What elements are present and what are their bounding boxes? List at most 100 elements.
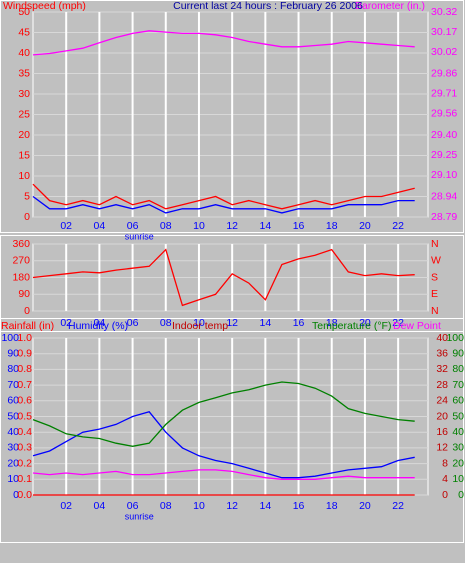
x-tick-label: 14: [260, 317, 272, 329]
y-tick-label: W: [431, 255, 441, 267]
x-tick-label: 16: [293, 317, 305, 329]
y-tick-label: 0.0: [17, 489, 32, 501]
y-tick-label: 50: [452, 410, 464, 422]
y-tick-label: 16: [436, 426, 448, 438]
y-tick-label: 15: [18, 149, 30, 161]
x-tick-label: 12: [226, 220, 238, 232]
annotation: sunrise: [125, 511, 154, 521]
y-tick-label: 0.1: [17, 473, 32, 485]
y-tick-label: 270: [12, 255, 30, 267]
y-tick-label: N: [431, 238, 439, 250]
y-tick-label: 29.86: [431, 67, 457, 79]
axis-title: Temperature (°F): [312, 320, 391, 332]
x-tick-label: 06: [127, 500, 139, 512]
x-tick-label: 08: [160, 317, 172, 329]
x-tick-label: 02: [60, 500, 72, 512]
y-tick-label: 30.17: [431, 26, 457, 38]
y-tick-label: 0: [24, 305, 30, 317]
y-tick-label: 8: [442, 457, 448, 469]
y-tick-label: 40: [18, 47, 30, 59]
y-tick-label: 40: [7, 426, 19, 438]
y-tick-label: 0: [442, 489, 448, 501]
x-tick-label: 14: [260, 500, 272, 512]
y-tick-label: 40: [436, 332, 448, 344]
y-tick-label: 0.5: [17, 410, 32, 422]
series-line: [32, 248, 415, 307]
axis-title: Rainfall (in): [1, 320, 54, 332]
y-tick-label: 100: [446, 332, 464, 344]
y-tick-label: 90: [7, 347, 19, 359]
series-line: [32, 469, 415, 480]
panel-frame: [0, 318, 464, 543]
x-tick-label: 18: [326, 500, 338, 512]
y-tick-label: 0: [13, 489, 19, 501]
x-tick-label: 10: [193, 317, 205, 329]
y-tick-label: 29.71: [431, 88, 457, 100]
y-tick-label: 80: [452, 363, 464, 375]
y-tick-label: 10: [7, 473, 19, 485]
y-tick-label: 0.6: [17, 395, 32, 407]
y-tick-label: 28.94: [431, 191, 457, 203]
x-tick-label: 10: [193, 500, 205, 512]
y-tick-label: 0: [458, 489, 464, 501]
y-tick-label: 70: [452, 379, 464, 391]
x-tick-label: 12: [226, 317, 238, 329]
x-tick-label: 22: [392, 500, 404, 512]
y-tick-label: 20: [7, 457, 19, 469]
y-tick-label: 60: [7, 395, 19, 407]
y-tick-label: 10: [452, 473, 464, 485]
x-tick-label: 20: [359, 220, 371, 232]
y-tick-label: 0.9: [17, 347, 32, 359]
y-tick-label: 30.32: [431, 6, 457, 18]
y-tick-label: 20: [436, 410, 448, 422]
axis-title: Windspeed (mph): [3, 0, 86, 12]
y-tick-label: 0.2: [17, 457, 32, 469]
x-tick-label: 14: [260, 220, 272, 232]
y-tick-label: 60: [452, 395, 464, 407]
x-tick-label: 12: [226, 500, 238, 512]
series-label: Dew Point: [393, 320, 441, 332]
y-tick-label: 30: [7, 442, 19, 454]
y-tick-label: 50: [7, 410, 19, 422]
x-tick-label: 02: [60, 220, 72, 232]
y-tick-label: 20: [452, 457, 464, 469]
series-line: [32, 195, 415, 214]
y-tick-label: N: [431, 305, 439, 317]
x-tick-label: 06: [127, 317, 139, 329]
x-tick-label: 10: [193, 220, 205, 232]
y-tick-label: 29.25: [431, 149, 457, 161]
series-line: [32, 381, 415, 447]
series-line: [32, 411, 415, 479]
y-tick-label: 10: [18, 170, 30, 182]
y-tick-label: 100: [1, 332, 19, 344]
y-tick-label: 90: [18, 288, 30, 300]
x-tick-label: 08: [160, 500, 172, 512]
y-tick-label: 45: [18, 26, 30, 38]
y-tick-label: E: [431, 288, 438, 300]
x-tick-label: 22: [392, 317, 404, 329]
y-tick-label: 24: [436, 395, 448, 407]
panel-frame: [0, 0, 464, 233]
y-tick-label: 28: [436, 379, 448, 391]
y-tick-label: 0.8: [17, 363, 32, 375]
series-line: [32, 183, 415, 210]
x-tick-label: 18: [326, 220, 338, 232]
y-tick-label: 50: [18, 6, 30, 18]
y-tick-label: 29.10: [431, 169, 457, 181]
series-line: [32, 30, 415, 56]
annotation: sunrise: [125, 231, 154, 241]
x-tick-label: 04: [94, 317, 106, 329]
y-tick-label: 0.4: [17, 426, 32, 438]
y-tick-label: 30: [18, 88, 30, 100]
y-tick-label: S: [431, 271, 438, 283]
x-tick-label: 08: [160, 220, 172, 232]
y-tick-label: 5: [24, 190, 30, 202]
x-tick-label: 06: [127, 220, 139, 232]
axis-title: Barometer (in.): [355, 0, 425, 12]
y-tick-label: 30: [452, 442, 464, 454]
y-tick-label: 40: [452, 426, 464, 438]
x-tick-label: 20: [359, 317, 371, 329]
y-tick-label: 29.40: [431, 129, 457, 141]
x-tick-label: 18: [326, 317, 338, 329]
y-tick-label: 90: [452, 347, 464, 359]
